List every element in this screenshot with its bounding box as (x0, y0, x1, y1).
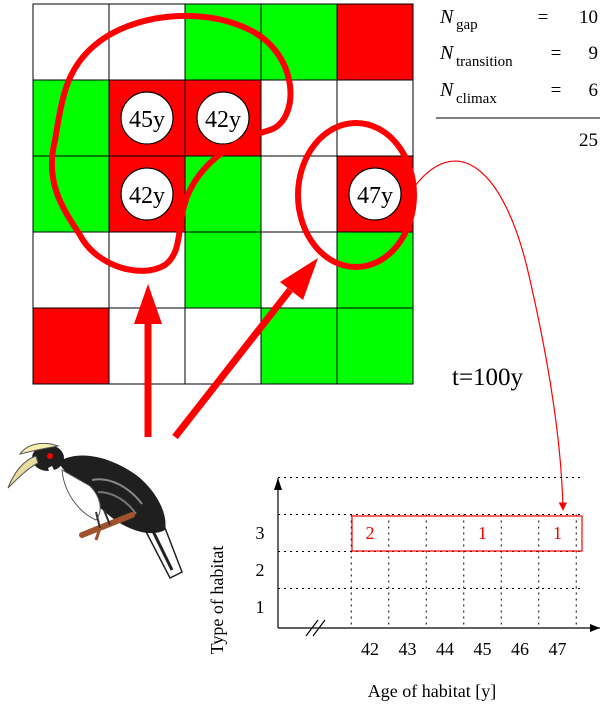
habitat-cell-white (260, 79, 338, 157)
count-value: 10 (579, 7, 598, 28)
count-row-gap: N gap = 10 (439, 6, 598, 33)
x-tick-label: 45 (474, 639, 492, 659)
count-symbol: N (439, 6, 455, 28)
hornbill-bird-icon (7, 442, 183, 580)
count-equals: = (538, 7, 549, 28)
count-subscript: transition (456, 54, 513, 70)
habitat-age-labels: 45y 42y 42y 47y (120, 91, 402, 221)
patch-age-marker: 42y (120, 167, 174, 221)
patch-age-marker: 45y (120, 91, 174, 145)
count-symbol: N (439, 42, 455, 64)
x-axis-title: Age of habitat [y] (368, 681, 496, 701)
habitat-cell-red (32, 307, 110, 385)
patch-age-label: 47y (357, 183, 393, 209)
x-tick-label: 46 (511, 639, 529, 659)
count-row-transition: N transition = 9 (439, 42, 598, 70)
y-axis-arrowhead (274, 478, 282, 490)
y-tick-label: 3 (256, 523, 265, 543)
habitat-cell-white (32, 231, 110, 309)
y-tick-labels: 1 2 3 (256, 523, 265, 617)
habitat-cell-green (184, 231, 262, 309)
count-label: 1 (478, 523, 487, 543)
count-row-climax: N climax = 6 (439, 79, 598, 107)
count-symbol: N (439, 79, 455, 101)
habitat-cell-green (260, 307, 338, 385)
patch-to-chart-arrow (411, 160, 568, 511)
habitat-cell-green (260, 3, 338, 81)
count-equals: = (551, 43, 562, 64)
count-equals: = (551, 80, 562, 101)
patch-age-label: 45y (129, 107, 165, 133)
count-total: 25 (579, 130, 598, 151)
single-patch-highlight-circle (295, 120, 417, 270)
count-value: 9 (589, 43, 599, 64)
habitat-cell-white (336, 79, 414, 157)
type3-highlight-box (351, 515, 583, 552)
habitat-cell-red (336, 3, 414, 81)
x-tick-labels: 42 43 44 45 46 47 (361, 639, 567, 659)
cluster-highlight-loop (48, 12, 294, 274)
patch-age-marker: 42y (196, 91, 250, 145)
count-subscript: climax (456, 91, 497, 107)
chart-count-labels: 2 1 1 (366, 523, 563, 543)
axis-break-icon (305, 619, 326, 637)
habitat-cell-green (336, 307, 414, 385)
x-tick-label: 44 (436, 639, 454, 659)
bird-arrow-diagonal (172, 258, 318, 440)
x-tick-label: 42 (361, 639, 379, 659)
y-axis-title: Type of habitat (207, 546, 227, 655)
habitat-cell-green (32, 79, 110, 157)
habitat-grid (32, 3, 414, 385)
x-tick-label: 43 (399, 639, 417, 659)
y-tick-label: 2 (256, 560, 265, 580)
count-subscript: gap (456, 17, 478, 33)
count-value: 6 (589, 80, 599, 101)
time-label: t=100y (452, 364, 524, 391)
counts-table: N gap = 10 N transition = 9 N climax = 6… (436, 6, 600, 151)
habitat-cell-green (184, 155, 262, 233)
x-tick-label: 47 (549, 639, 567, 659)
patch-age-label: 42y (205, 107, 241, 133)
count-label: 2 (366, 523, 375, 543)
x-axis-arrowhead (590, 624, 600, 632)
patch-age-marker: 47y (348, 167, 402, 221)
bird-arrow-up (134, 284, 162, 437)
chart-gridlines (278, 477, 582, 628)
y-tick-label: 1 (256, 597, 265, 617)
count-label: 1 (553, 523, 562, 543)
patch-age-label: 42y (129, 183, 165, 209)
